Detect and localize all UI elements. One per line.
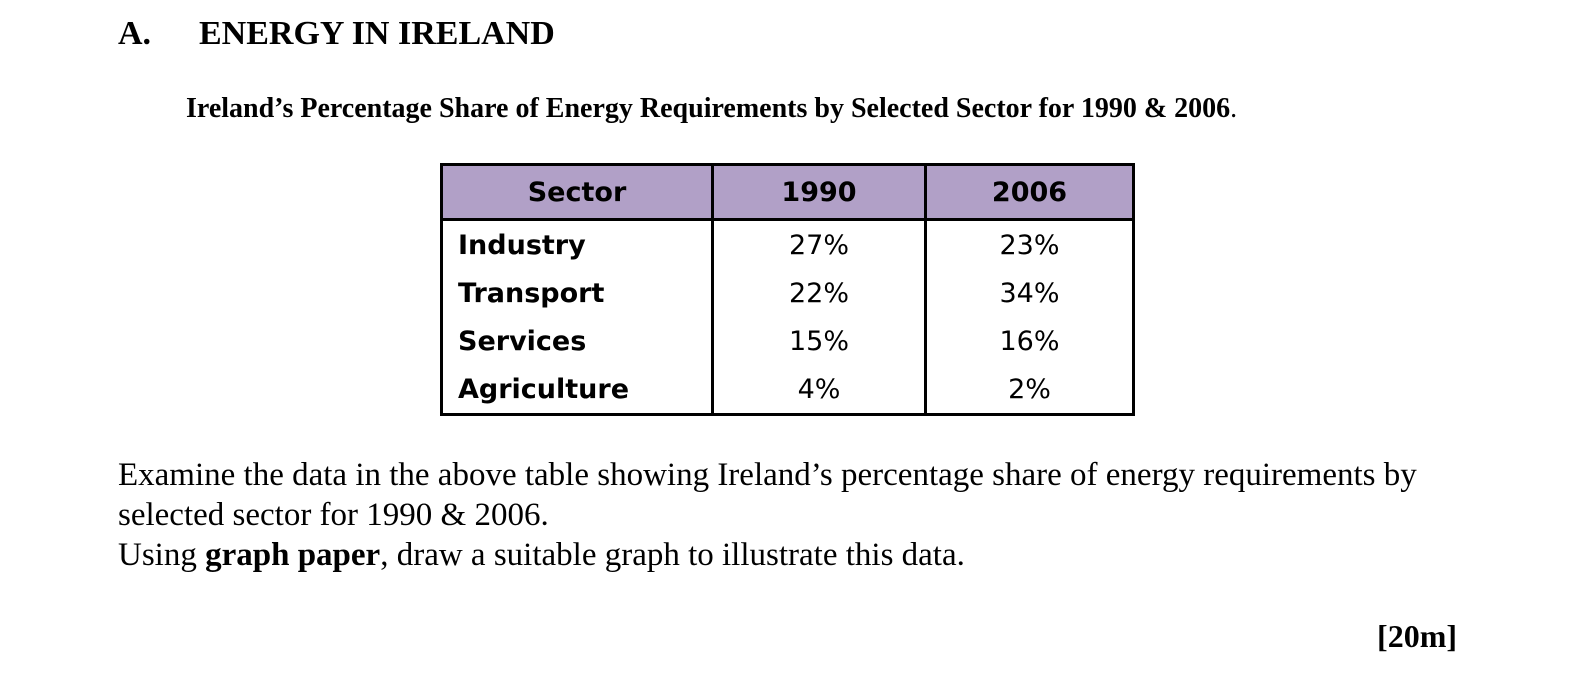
table-title: Ireland’s Percentage Share of Energy Req… bbox=[186, 90, 1237, 128]
header-sector: Sector bbox=[441, 164, 714, 221]
value-2006-cell: 34% bbox=[999, 277, 1060, 309]
header-1990: 1990 bbox=[712, 164, 927, 221]
table-row: Industry 27% 23% bbox=[441, 219, 1134, 269]
table-header-row: Sector 1990 2006 bbox=[441, 164, 1134, 221]
marks-label: [20m] bbox=[1377, 618, 1457, 654]
sector-cell: Agriculture bbox=[441, 365, 714, 415]
value-1990-cell: 27% bbox=[712, 219, 927, 269]
question-instructions: Examine the data in the above table show… bbox=[118, 455, 1498, 575]
value-2006-cell: 16% bbox=[999, 325, 1060, 357]
table-row: Agriculture 4% 2% bbox=[441, 365, 1134, 415]
section-letter: A. bbox=[118, 15, 152, 52]
value-1990-cell: 22% bbox=[712, 269, 927, 317]
value-1990-cell: 15% bbox=[712, 317, 927, 365]
value-2006-cell: 2% bbox=[1008, 373, 1051, 405]
sector-cell: Industry bbox=[441, 219, 714, 269]
graph-paper-emphasis: graph paper bbox=[205, 537, 381, 573]
header-2006: 2006 bbox=[925, 164, 1134, 221]
table-title-period: . bbox=[1230, 93, 1238, 124]
energy-share-table: Sector 1990 2006 Industry 27% 23% Transp… bbox=[440, 163, 1135, 416]
table-row: Services 15% 16% bbox=[441, 317, 1134, 365]
value-2006-cell: 23% bbox=[999, 229, 1060, 261]
instruction-graph: Using graph paper, draw a suitable graph… bbox=[118, 535, 1498, 575]
instruction-examine: Examine the data in the above table show… bbox=[118, 457, 1417, 533]
section-title: ENERGY IN IRELAND bbox=[199, 15, 555, 52]
value-1990-cell: 4% bbox=[712, 365, 927, 415]
instruction-graph-suffix: , draw a suitable graph to illustrate th… bbox=[380, 537, 965, 573]
instruction-graph-prefix: Using bbox=[118, 537, 206, 573]
sector-cell: Services bbox=[441, 317, 714, 365]
section-heading: A. ENERGY IN IRELAND bbox=[118, 12, 555, 56]
table-row: Transport 22% 34% bbox=[441, 269, 1134, 317]
table-title-text: Ireland’s Percentage Share of Energy Req… bbox=[186, 93, 1231, 124]
sector-cell: Transport bbox=[441, 269, 714, 317]
